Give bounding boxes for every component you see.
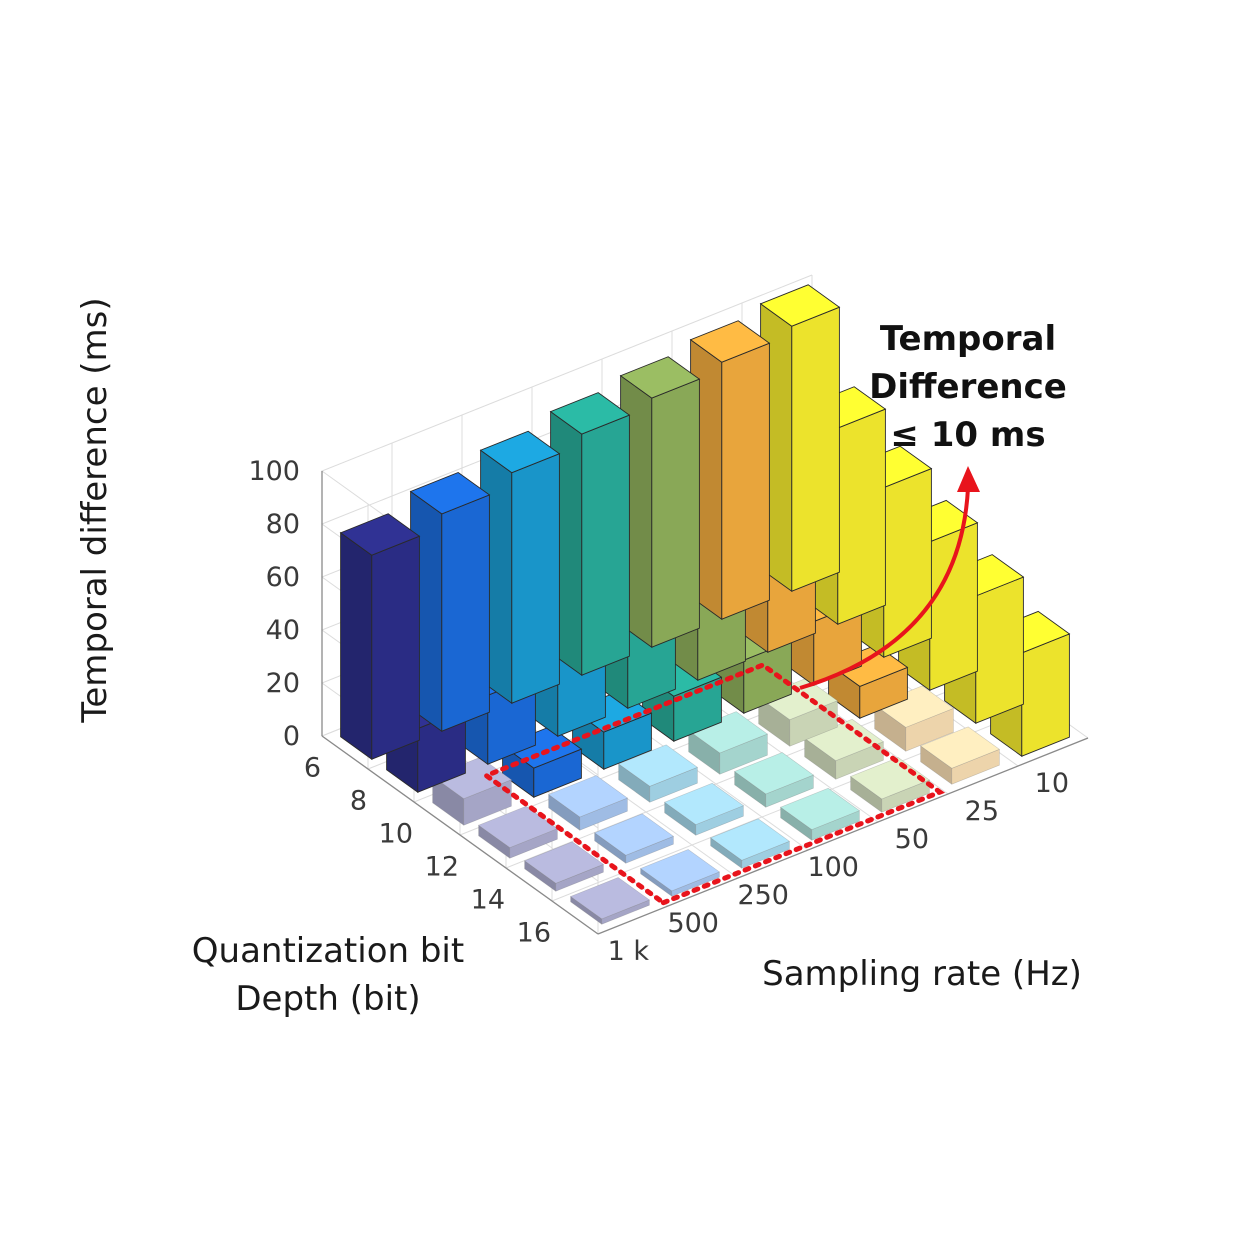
bar xyxy=(759,284,841,593)
bar-side-front xyxy=(721,342,770,620)
bar xyxy=(479,430,561,705)
bar-side-front xyxy=(791,306,840,592)
bar-side-front xyxy=(581,414,630,676)
bar-top xyxy=(523,841,605,884)
x-tick-label: 1 k xyxy=(608,936,650,967)
y-tick-label: 10 xyxy=(379,819,413,850)
bar-top xyxy=(569,877,651,920)
bar xyxy=(779,787,861,841)
bar-top xyxy=(663,782,745,825)
bar-top xyxy=(339,513,421,556)
annotation-arrow-curve xyxy=(799,487,970,690)
bar-top xyxy=(759,284,841,327)
bar-top xyxy=(919,726,1001,769)
bar-top xyxy=(593,813,675,856)
bar-top xyxy=(619,356,701,399)
bar-top xyxy=(733,752,815,795)
bar xyxy=(549,392,631,677)
x-tick-label: 100 xyxy=(807,852,859,883)
bar xyxy=(709,818,791,869)
y-axis-label-line-2: Depth (bit) xyxy=(235,979,420,1019)
bar-side-front xyxy=(975,576,1024,724)
bar-top xyxy=(409,471,491,515)
bar-top xyxy=(849,757,931,800)
bar-top xyxy=(779,787,861,830)
bar xyxy=(687,711,769,775)
y-tick-label: 12 xyxy=(425,852,459,883)
bar-side-front xyxy=(511,453,560,704)
bar xyxy=(757,677,839,747)
annotation-arrow xyxy=(799,466,980,690)
x-tick-label: 25 xyxy=(965,796,999,827)
bar xyxy=(501,726,583,799)
bar-side-front xyxy=(929,522,978,691)
bar-top xyxy=(639,849,721,892)
z-tick-label: 20 xyxy=(266,668,300,699)
x-tick-label: 500 xyxy=(667,908,719,939)
y-axis-line xyxy=(321,735,599,935)
x-tick-label: 10 xyxy=(1035,768,1069,799)
y-tick-label: 8 xyxy=(350,786,367,817)
bar-top xyxy=(709,818,791,861)
bar xyxy=(523,841,605,892)
bar xyxy=(873,685,955,752)
x-tick-label: 250 xyxy=(737,880,789,911)
bar-top xyxy=(689,320,771,363)
bar xyxy=(339,513,421,761)
bar xyxy=(689,320,771,621)
annotation-line-2: Difference xyxy=(869,367,1067,407)
bar xyxy=(733,752,815,808)
bar xyxy=(617,744,699,803)
bar-side-left xyxy=(340,531,373,761)
bar xyxy=(639,849,721,897)
x-axis-line xyxy=(597,737,1089,935)
bar-top xyxy=(873,685,955,728)
bar-top xyxy=(547,775,629,818)
bar-side-front xyxy=(441,494,490,732)
bar xyxy=(663,782,745,836)
y-axis-label-line-1: Quantization bit xyxy=(192,931,464,971)
bar xyxy=(849,757,931,813)
annotation-arrow-head xyxy=(957,466,980,492)
y-tick-label: 6 xyxy=(304,753,321,784)
bar-side-front xyxy=(837,408,886,625)
bar xyxy=(547,775,629,831)
bar-side-front xyxy=(371,535,420,760)
z-tick-label: 60 xyxy=(266,562,300,593)
y-tick-label: 14 xyxy=(471,885,505,916)
bar-top xyxy=(479,430,561,474)
bar xyxy=(803,718,885,780)
bar-top xyxy=(687,711,769,754)
y-tick-label: 16 xyxy=(517,918,551,949)
tick-labels: 0 20 40 60 80 100 68 10 12 14 16 1 k 500 250 100 50 25 10 xyxy=(248,456,1069,967)
x-tick-label: 50 xyxy=(895,824,929,855)
bar xyxy=(619,356,701,649)
bar xyxy=(919,726,1001,785)
annotation-line-3: ≤ 10 ms xyxy=(890,415,1045,455)
z-tick-label: 100 xyxy=(248,456,300,487)
z-tick-label: 80 xyxy=(266,509,300,540)
annotation-line-1: Temporal xyxy=(880,319,1056,359)
bar xyxy=(431,756,513,826)
highlight-overlay xyxy=(481,662,946,906)
bar xyxy=(409,471,491,733)
highlight-outline xyxy=(481,662,946,906)
bar-side-front xyxy=(651,378,700,648)
z-tick-label: 0 xyxy=(283,721,300,752)
bar-top xyxy=(617,744,699,787)
bar-top xyxy=(803,718,885,762)
bar-side-front xyxy=(1021,633,1070,757)
z-tick-label: 40 xyxy=(266,615,300,646)
bars-layer xyxy=(339,284,1071,925)
bar-top xyxy=(549,392,631,435)
bar xyxy=(569,877,651,925)
z-axis-label: Temporal difference (ms) xyxy=(75,297,115,723)
x-axis-label: Sampling rate (Hz) xyxy=(762,954,1082,994)
bar xyxy=(593,813,675,864)
